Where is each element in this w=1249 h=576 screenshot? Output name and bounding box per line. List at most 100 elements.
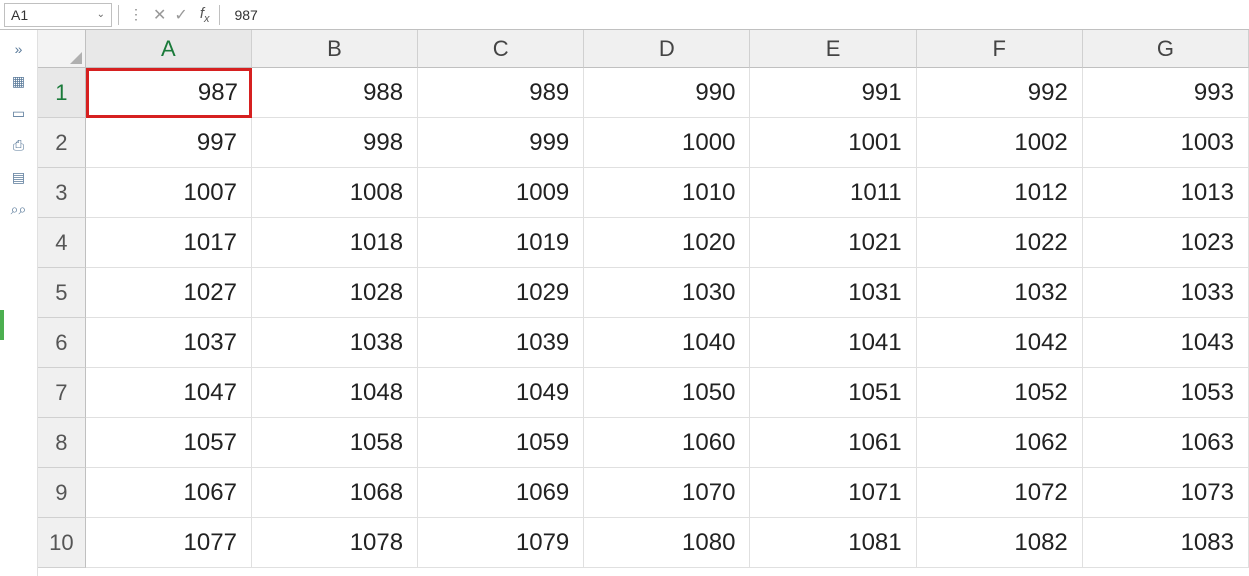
cell[interactable]: 1053 (1083, 368, 1249, 418)
cell[interactable]: 1051 (750, 368, 916, 418)
cell[interactable]: 1080 (584, 518, 750, 568)
cell[interactable]: 987 (86, 68, 252, 118)
cell[interactable]: 1069 (418, 468, 584, 518)
cancel-icon[interactable]: ✕ (153, 5, 166, 25)
cell[interactable]: 1002 (917, 118, 1083, 168)
cell[interactable]: 1001 (750, 118, 916, 168)
cell[interactable]: 992 (917, 68, 1083, 118)
accept-icon[interactable]: ✓ (174, 5, 187, 25)
cell[interactable]: 1047 (86, 368, 252, 418)
row-header[interactable]: 2 (38, 118, 86, 168)
column-header[interactable]: B (252, 30, 418, 68)
cell[interactable]: 1057 (86, 418, 252, 468)
table-icon[interactable]: ▤ (10, 170, 28, 184)
cell[interactable]: 1060 (584, 418, 750, 468)
cell[interactable]: 1062 (917, 418, 1083, 468)
cell[interactable]: 1050 (584, 368, 750, 418)
cell[interactable]: 1021 (750, 218, 916, 268)
cell[interactable]: 1018 (252, 218, 418, 268)
cell[interactable]: 1042 (917, 318, 1083, 368)
cell[interactable]: 999 (418, 118, 584, 168)
row-header[interactable]: 7 (38, 368, 86, 418)
cell[interactable]: 1037 (86, 318, 252, 368)
cell[interactable]: 988 (252, 68, 418, 118)
cell[interactable]: 1078 (252, 518, 418, 568)
column-header[interactable]: A (86, 30, 252, 68)
cell[interactable]: 1052 (917, 368, 1083, 418)
cell[interactable]: 1081 (750, 518, 916, 568)
select-all-corner[interactable] (38, 30, 86, 68)
cell[interactable]: 1073 (1083, 468, 1249, 518)
cell[interactable]: 1033 (1083, 268, 1249, 318)
cell[interactable]: 1022 (917, 218, 1083, 268)
cell[interactable]: 998 (252, 118, 418, 168)
cell[interactable]: 1038 (252, 318, 418, 368)
cell[interactable]: 1028 (252, 268, 418, 318)
cell[interactable]: 1072 (917, 468, 1083, 518)
cell[interactable]: 1000 (584, 118, 750, 168)
cell[interactable]: 1027 (86, 268, 252, 318)
cell[interactable]: 1013 (1083, 168, 1249, 218)
fx-icon[interactable]: fx (194, 5, 216, 25)
row-header[interactable]: 9 (38, 468, 86, 518)
cell[interactable]: 1012 (917, 168, 1083, 218)
cell[interactable]: 991 (750, 68, 916, 118)
cell[interactable]: 1070 (584, 468, 750, 518)
cell[interactable]: 1049 (418, 368, 584, 418)
cell[interactable]: 1010 (584, 168, 750, 218)
cell[interactable]: 1023 (1083, 218, 1249, 268)
cell[interactable]: 1067 (86, 468, 252, 518)
row-header[interactable]: 3 (38, 168, 86, 218)
find-icon[interactable]: ⌕⌕ (10, 202, 28, 216)
column-header[interactable]: G (1083, 30, 1249, 68)
cell[interactable]: 1082 (917, 518, 1083, 568)
cell[interactable]: 997 (86, 118, 252, 168)
name-box-dropdown-icon[interactable]: ⌄ (97, 9, 105, 20)
cell[interactable]: 1068 (252, 468, 418, 518)
cell[interactable]: 1020 (584, 218, 750, 268)
more-icon[interactable]: ⋮ (125, 6, 147, 23)
cell[interactable]: 1011 (750, 168, 916, 218)
row-header[interactable]: 10 (38, 518, 86, 568)
cell[interactable]: 1003 (1083, 118, 1249, 168)
print-icon[interactable]: ⎙ (10, 138, 28, 152)
cell[interactable]: 1041 (750, 318, 916, 368)
row-header[interactable]: 6 (38, 318, 86, 368)
cell[interactable]: 1063 (1083, 418, 1249, 468)
expand-icon[interactable]: » (10, 42, 28, 56)
column-header[interactable]: D (584, 30, 750, 68)
column-header[interactable]: C (418, 30, 584, 68)
cell[interactable]: 1083 (1083, 518, 1249, 568)
cell[interactable]: 1039 (418, 318, 584, 368)
grid-icon[interactable]: ▦ (10, 74, 28, 88)
formula-input[interactable] (224, 5, 1245, 25)
cell[interactable]: 1030 (584, 268, 750, 318)
cell[interactable]: 990 (584, 68, 750, 118)
cell[interactable]: 1008 (252, 168, 418, 218)
cell[interactable]: 1017 (86, 218, 252, 268)
column-header[interactable]: E (750, 30, 916, 68)
row-header[interactable]: 5 (38, 268, 86, 318)
row-header[interactable]: 4 (38, 218, 86, 268)
cell[interactable]: 993 (1083, 68, 1249, 118)
cell[interactable]: 1007 (86, 168, 252, 218)
cell[interactable]: 1032 (917, 268, 1083, 318)
cell[interactable]: 1071 (750, 468, 916, 518)
cell[interactable]: 1077 (86, 518, 252, 568)
cell[interactable]: 1048 (252, 368, 418, 418)
panel-icon[interactable]: ▭ (10, 106, 28, 120)
name-box[interactable]: A1 ⌄ (4, 3, 112, 27)
cell[interactable]: 1019 (418, 218, 584, 268)
cell[interactable]: 1029 (418, 268, 584, 318)
column-header[interactable]: F (917, 30, 1083, 68)
cell[interactable]: 1043 (1083, 318, 1249, 368)
cell[interactable]: 1031 (750, 268, 916, 318)
cell[interactable]: 1061 (750, 418, 916, 468)
cell[interactable]: 989 (418, 68, 584, 118)
cell[interactable]: 1079 (418, 518, 584, 568)
cell[interactable]: 1009 (418, 168, 584, 218)
cell[interactable]: 1058 (252, 418, 418, 468)
cell[interactable]: 1059 (418, 418, 584, 468)
cell[interactable]: 1040 (584, 318, 750, 368)
row-header[interactable]: 8 (38, 418, 86, 468)
